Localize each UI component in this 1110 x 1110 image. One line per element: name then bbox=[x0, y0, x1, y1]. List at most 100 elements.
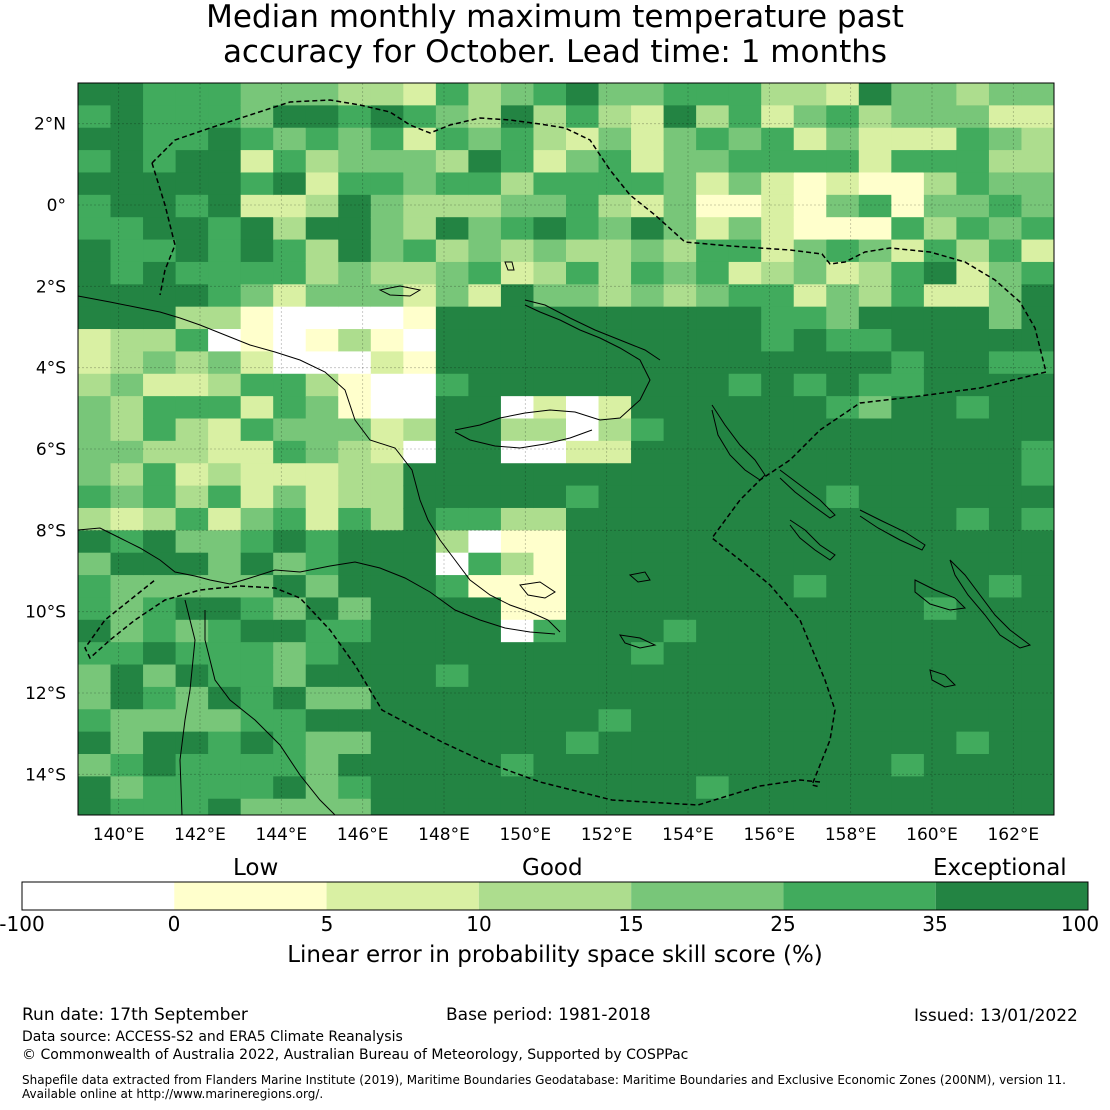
grid-cell bbox=[143, 373, 177, 397]
grid-cell bbox=[566, 194, 600, 218]
grid-cell bbox=[273, 575, 307, 599]
grid-cell bbox=[793, 776, 827, 800]
grid-cell bbox=[631, 351, 665, 375]
grid-cell bbox=[533, 418, 567, 442]
grid-cell bbox=[403, 597, 437, 621]
grid-cell bbox=[110, 664, 144, 688]
grid-cell bbox=[988, 239, 1023, 263]
grid-cell bbox=[891, 261, 925, 285]
grid-cell bbox=[826, 239, 860, 263]
grid-cell bbox=[598, 798, 632, 815]
grid-cell bbox=[305, 754, 339, 777]
grid-cell bbox=[826, 306, 860, 330]
grid-cell bbox=[468, 373, 502, 397]
grid-cell bbox=[370, 552, 404, 576]
grid-cell bbox=[468, 597, 502, 621]
grid-cell bbox=[338, 261, 372, 285]
grid-cell bbox=[208, 530, 242, 554]
grid-cell bbox=[143, 552, 177, 576]
grid-cell bbox=[761, 373, 795, 397]
grid-cell bbox=[793, 306, 827, 330]
grid-cell bbox=[240, 127, 274, 151]
grid-cell bbox=[988, 83, 1023, 106]
grid-cell bbox=[663, 619, 697, 643]
grid-cell bbox=[208, 127, 242, 151]
grid-cell bbox=[793, 83, 827, 106]
grid-cell bbox=[566, 150, 600, 174]
grid-cell bbox=[273, 463, 307, 487]
grid-cell bbox=[826, 284, 860, 308]
grid-cell bbox=[208, 217, 242, 241]
grid-cell bbox=[663, 440, 697, 464]
grid-cell bbox=[78, 105, 112, 129]
grid-cell bbox=[728, 83, 762, 106]
grid-cell bbox=[78, 575, 112, 599]
grid-cell bbox=[240, 754, 274, 777]
grid-cell bbox=[728, 754, 762, 777]
grid-cell bbox=[338, 776, 372, 800]
grid-cell bbox=[370, 105, 404, 129]
grid-cell bbox=[240, 552, 274, 576]
grid-cell bbox=[891, 597, 925, 621]
grid-cell bbox=[370, 172, 404, 196]
grid-cell bbox=[566, 575, 600, 599]
grid-cell bbox=[370, 194, 404, 218]
grid-cell bbox=[305, 731, 339, 755]
grid-cell bbox=[858, 329, 892, 352]
grid-cell bbox=[988, 418, 1023, 442]
longitude-label: 154°E bbox=[662, 825, 714, 845]
grid-cell bbox=[598, 217, 632, 241]
grid-cell bbox=[631, 172, 665, 196]
grid-cell bbox=[403, 172, 437, 196]
grid-cell bbox=[208, 83, 242, 106]
grid-cell bbox=[370, 798, 404, 815]
grid-cell bbox=[435, 597, 469, 621]
grid-cell bbox=[305, 686, 339, 710]
grid-cell bbox=[240, 194, 274, 218]
grid-cell bbox=[956, 239, 990, 263]
grid-cell bbox=[891, 373, 925, 397]
grid-cell bbox=[175, 754, 209, 777]
grid-cell bbox=[826, 776, 860, 800]
colorbar-category-good: Good bbox=[522, 855, 583, 881]
grid-cell bbox=[923, 83, 957, 106]
grid-cell bbox=[793, 731, 827, 755]
grid-cell bbox=[761, 306, 795, 330]
grid-cell bbox=[858, 798, 892, 815]
grid-cell bbox=[500, 709, 535, 733]
grid-cell bbox=[240, 418, 274, 442]
grid-cell bbox=[663, 575, 697, 599]
grid-cell bbox=[468, 731, 502, 755]
grid-cell bbox=[403, 731, 437, 755]
grid-cell bbox=[696, 261, 730, 285]
grid-cell bbox=[175, 575, 209, 599]
coast-manus bbox=[378, 285, 422, 297]
grid-cell bbox=[826, 798, 860, 815]
grid-cell bbox=[370, 507, 404, 531]
grid-cell bbox=[566, 239, 600, 263]
grid-cell bbox=[305, 351, 339, 375]
grid-cell bbox=[923, 552, 957, 576]
grid-cell bbox=[468, 754, 502, 777]
grid-cell bbox=[728, 530, 762, 554]
coast-d-entrecasteaux bbox=[519, 581, 556, 599]
grid-cell bbox=[305, 463, 339, 487]
grid-cell bbox=[208, 373, 242, 397]
grid-cell bbox=[305, 396, 339, 420]
latitude-label: 12°S bbox=[25, 684, 66, 704]
grid-cell bbox=[143, 127, 177, 151]
grid-cell bbox=[403, 127, 437, 151]
grid-cell bbox=[826, 463, 860, 487]
grid-cell bbox=[533, 396, 567, 420]
grid-cell bbox=[793, 686, 827, 710]
grid-cell bbox=[370, 83, 404, 106]
grid-cell bbox=[533, 754, 567, 777]
longitude-label: 144°E bbox=[255, 825, 307, 845]
grid-cell bbox=[533, 284, 567, 308]
grid-cell bbox=[761, 418, 795, 442]
grid-cell bbox=[240, 776, 274, 800]
grid-cell bbox=[891, 396, 925, 420]
grid-cell bbox=[403, 418, 437, 442]
grid-cell bbox=[110, 642, 144, 666]
longitude-label: 150°E bbox=[499, 825, 551, 845]
